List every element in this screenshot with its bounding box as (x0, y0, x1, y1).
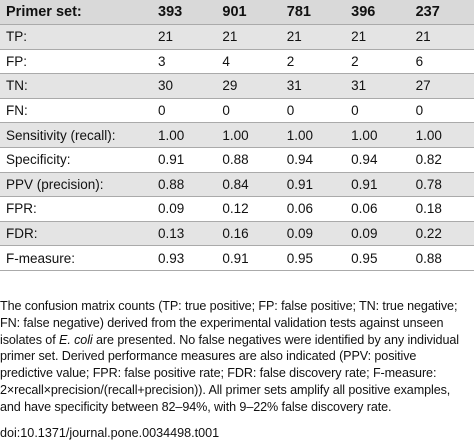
table-row: Sensitivity (recall): 1.00 1.00 1.00 1.0… (0, 122, 474, 148)
table-row: TP: 21 21 21 21 21 (0, 24, 474, 50)
cell-value: 1.00 (216, 122, 281, 148)
table-row: F-measure: 0.93 0.91 0.95 0.95 0.88 (0, 245, 474, 271)
cell-value: 0.93 (152, 245, 217, 271)
cell-value: 31 (280, 73, 346, 99)
cell-value: 27 (409, 73, 474, 99)
row-label: PPV (precision): (0, 171, 152, 197)
cell-value: 0 (216, 97, 281, 123)
header-primer-set: Primer set: (0, 0, 152, 25)
caption-paragraph: The confusion matrix counts (TP: true po… (0, 298, 472, 416)
table-caption: The confusion matrix counts (TP: true po… (0, 298, 472, 416)
row-label: FDR: (0, 220, 152, 246)
header-901: 901 (216, 0, 281, 25)
cell-value: 0.94 (280, 146, 346, 173)
header-396: 396 (345, 0, 410, 25)
header-393: 393 (152, 0, 217, 25)
cell-value: 0.84 (216, 171, 281, 197)
row-label: Specificity: (0, 146, 152, 173)
cell-value: 0.12 (216, 196, 281, 222)
cell-value: 0.88 (409, 245, 474, 271)
header-781: 781 (280, 0, 346, 25)
cell-value: 1.00 (409, 122, 474, 148)
cell-value: 0.06 (280, 196, 346, 222)
doi-text: doi:10.1371/journal.pone.0034498.t001 (0, 426, 220, 440)
table-row: FDR: 0.13 0.16 0.09 0.09 0.22 (0, 220, 474, 246)
table-body: TP: 21 21 21 21 21 FP: 3 4 2 2 6 TN: 30 … (0, 24, 474, 271)
cell-value: 3 (152, 48, 217, 74)
row-label: TN: (0, 73, 152, 99)
cell-value: 2 (280, 48, 346, 74)
caption-organism-italic: E. coli (59, 332, 93, 347)
row-label: FP: (0, 48, 152, 74)
cell-value: 0.88 (152, 171, 217, 197)
row-label: TP: (0, 24, 152, 50)
cell-value: 0.16 (216, 220, 281, 246)
cell-value: 0.91 (152, 146, 217, 173)
table-row: PPV (precision): 0.88 0.84 0.91 0.91 0.7… (0, 171, 474, 197)
cell-value: 0.06 (345, 196, 410, 222)
table-header-row: Primer set: 393 901 781 396 237 (0, 0, 474, 25)
cell-value: 21 (216, 24, 281, 50)
row-label: FPR: (0, 196, 152, 222)
table-row: TN: 30 29 31 31 27 (0, 73, 474, 99)
cell-value: 0.95 (280, 245, 346, 271)
cell-value: 21 (280, 24, 346, 50)
cell-value: 0.22 (409, 220, 474, 246)
cell-value: 0.95 (345, 245, 410, 271)
table-row: Specificity: 0.91 0.88 0.94 0.94 0.82 (0, 146, 474, 173)
cell-value: 31 (345, 73, 410, 99)
cell-value: 0.18 (409, 196, 474, 222)
cell-value: 0 (280, 97, 346, 123)
cell-value: 30 (152, 73, 217, 99)
cell-value: 0 (409, 97, 474, 123)
cell-value: 0 (345, 97, 410, 123)
cell-value: 0.88 (216, 146, 281, 173)
cell-value: 0.78 (409, 171, 474, 197)
cell-value: 0.09 (280, 220, 346, 246)
table-row: FPR: 0.09 0.12 0.06 0.06 0.18 (0, 196, 474, 222)
cell-value: 21 (345, 24, 410, 50)
cell-value: 2 (345, 48, 410, 74)
cell-value: 1.00 (152, 122, 217, 148)
caption-text-end: are presented. No false negatives were i… (0, 332, 459, 414)
row-label: Sensitivity (recall): (0, 122, 152, 148)
cell-value: 0.94 (345, 146, 410, 173)
cell-value: 1.00 (280, 122, 346, 148)
cell-value: 0.82 (409, 146, 474, 173)
cell-value: 0.13 (152, 220, 217, 246)
cell-value: 0.09 (345, 220, 410, 246)
header-237: 237 (409, 0, 474, 25)
cell-value: 21 (409, 24, 474, 50)
cell-value: 1.00 (345, 122, 410, 148)
row-label: F-measure: (0, 245, 152, 271)
table-row: FP: 3 4 2 2 6 (0, 48, 474, 74)
cell-value: 0 (152, 97, 217, 123)
cell-value: 29 (216, 73, 281, 99)
primer-performance-table: Primer set: 393 901 781 396 237 TP: 21 2… (0, 0, 474, 271)
table-row: FN: 0 0 0 0 0 (0, 97, 474, 123)
row-label: FN: (0, 97, 152, 123)
cell-value: 4 (216, 48, 281, 74)
cell-value: 21 (152, 24, 217, 50)
cell-value: 0.09 (152, 196, 217, 222)
cell-value: 6 (409, 48, 474, 74)
cell-value: 0.91 (345, 171, 410, 197)
caption-text-start: The confusion matrix counts (TP: true po… (0, 299, 458, 347)
cell-value: 0.91 (280, 171, 346, 197)
cell-value: 0.91 (216, 245, 281, 271)
